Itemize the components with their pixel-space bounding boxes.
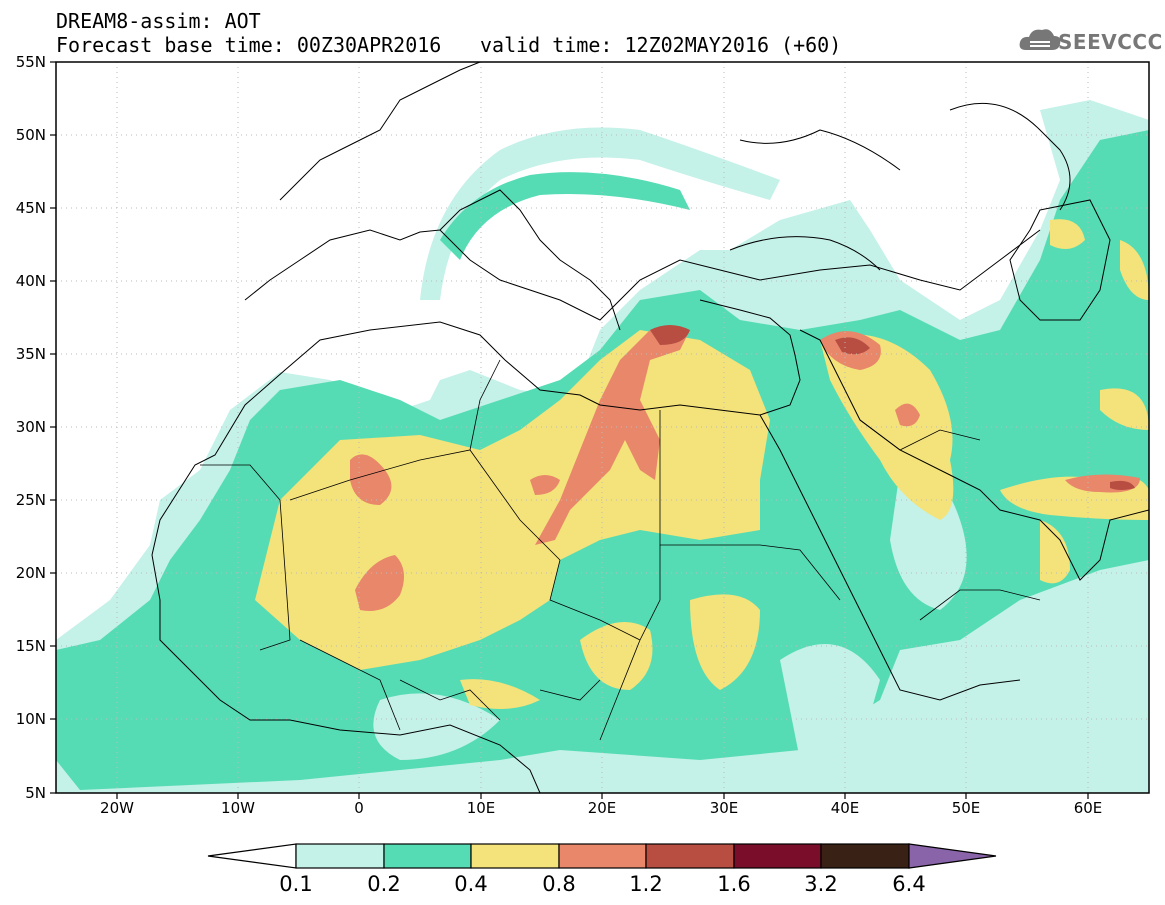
map-title: DREAM8-assim: AOT xyxy=(56,9,261,33)
colorbar-label: 0.2 xyxy=(367,872,401,896)
colorbar-under-arrow xyxy=(207,843,297,869)
lon-label-60e: 60E xyxy=(1073,799,1103,817)
lon-label-50e: 50E xyxy=(951,799,981,817)
graticule xyxy=(56,62,1149,793)
colorbar-over-arrow xyxy=(908,843,997,869)
colorbar-label: 0.8 xyxy=(542,872,576,896)
aot-contour-0.8 xyxy=(535,330,690,545)
lon-label-0: 0 xyxy=(354,799,364,817)
tick-marks xyxy=(50,61,1089,799)
lat-label-25n: 25N xyxy=(15,491,46,509)
colorbar-swatch-0.8 xyxy=(558,843,647,869)
aot-contour-1.2 xyxy=(650,325,690,345)
lon-label-10e: 10E xyxy=(466,799,496,817)
lon-label-40e: 40E xyxy=(830,799,860,817)
colorbar-swatch-1.6 xyxy=(733,843,822,869)
lat-label-15n: 15N xyxy=(15,637,46,655)
colorbar xyxy=(207,843,997,869)
colorbar-label: 1.6 xyxy=(717,872,751,896)
colorbar-swatch-0.4 xyxy=(470,843,560,869)
lat-label-5n: 5N xyxy=(25,784,46,802)
colorbar-swatch-0.1 xyxy=(295,843,385,869)
lat-label-40n: 40N xyxy=(15,272,46,290)
logo-text: SEEVCCC xyxy=(1058,30,1163,54)
coastlines xyxy=(151,62,1149,793)
lat-label-30n: 30N xyxy=(15,418,46,436)
colorbar-label: 1.2 xyxy=(629,872,663,896)
cloud-logo-icon xyxy=(1019,29,1061,50)
lat-label-35n: 35N xyxy=(15,345,46,363)
colorbar-swatch-3.2 xyxy=(820,843,910,869)
colorbar-swatch-0.2 xyxy=(383,843,472,869)
lat-label-10n: 10N xyxy=(15,710,46,728)
lat-label-50n: 50N xyxy=(15,126,46,144)
lat-label-20n: 20N xyxy=(15,564,46,582)
valid-time: valid time: 12Z02MAY2016 (+60) xyxy=(480,33,842,57)
lon-label-30e: 30E xyxy=(709,799,739,817)
colorbar-label: 3.2 xyxy=(804,872,838,896)
colorbar-label: 0.1 xyxy=(279,872,313,896)
country-borders xyxy=(200,359,1041,741)
lat-label-45n: 45N xyxy=(15,199,46,217)
lat-label-55n: 55N xyxy=(15,53,46,71)
lon-label-10w: 10W xyxy=(221,799,255,817)
colorbar-label: 6.4 xyxy=(892,872,926,896)
lon-label-20w: 20W xyxy=(100,799,134,817)
colorbar-swatch-1.2 xyxy=(645,843,735,869)
forecast-base-time: Forecast base time: 00Z30APR2016 xyxy=(56,33,442,57)
colorbar-label: 0.4 xyxy=(454,872,488,896)
lon-label-20e: 20E xyxy=(587,799,617,817)
